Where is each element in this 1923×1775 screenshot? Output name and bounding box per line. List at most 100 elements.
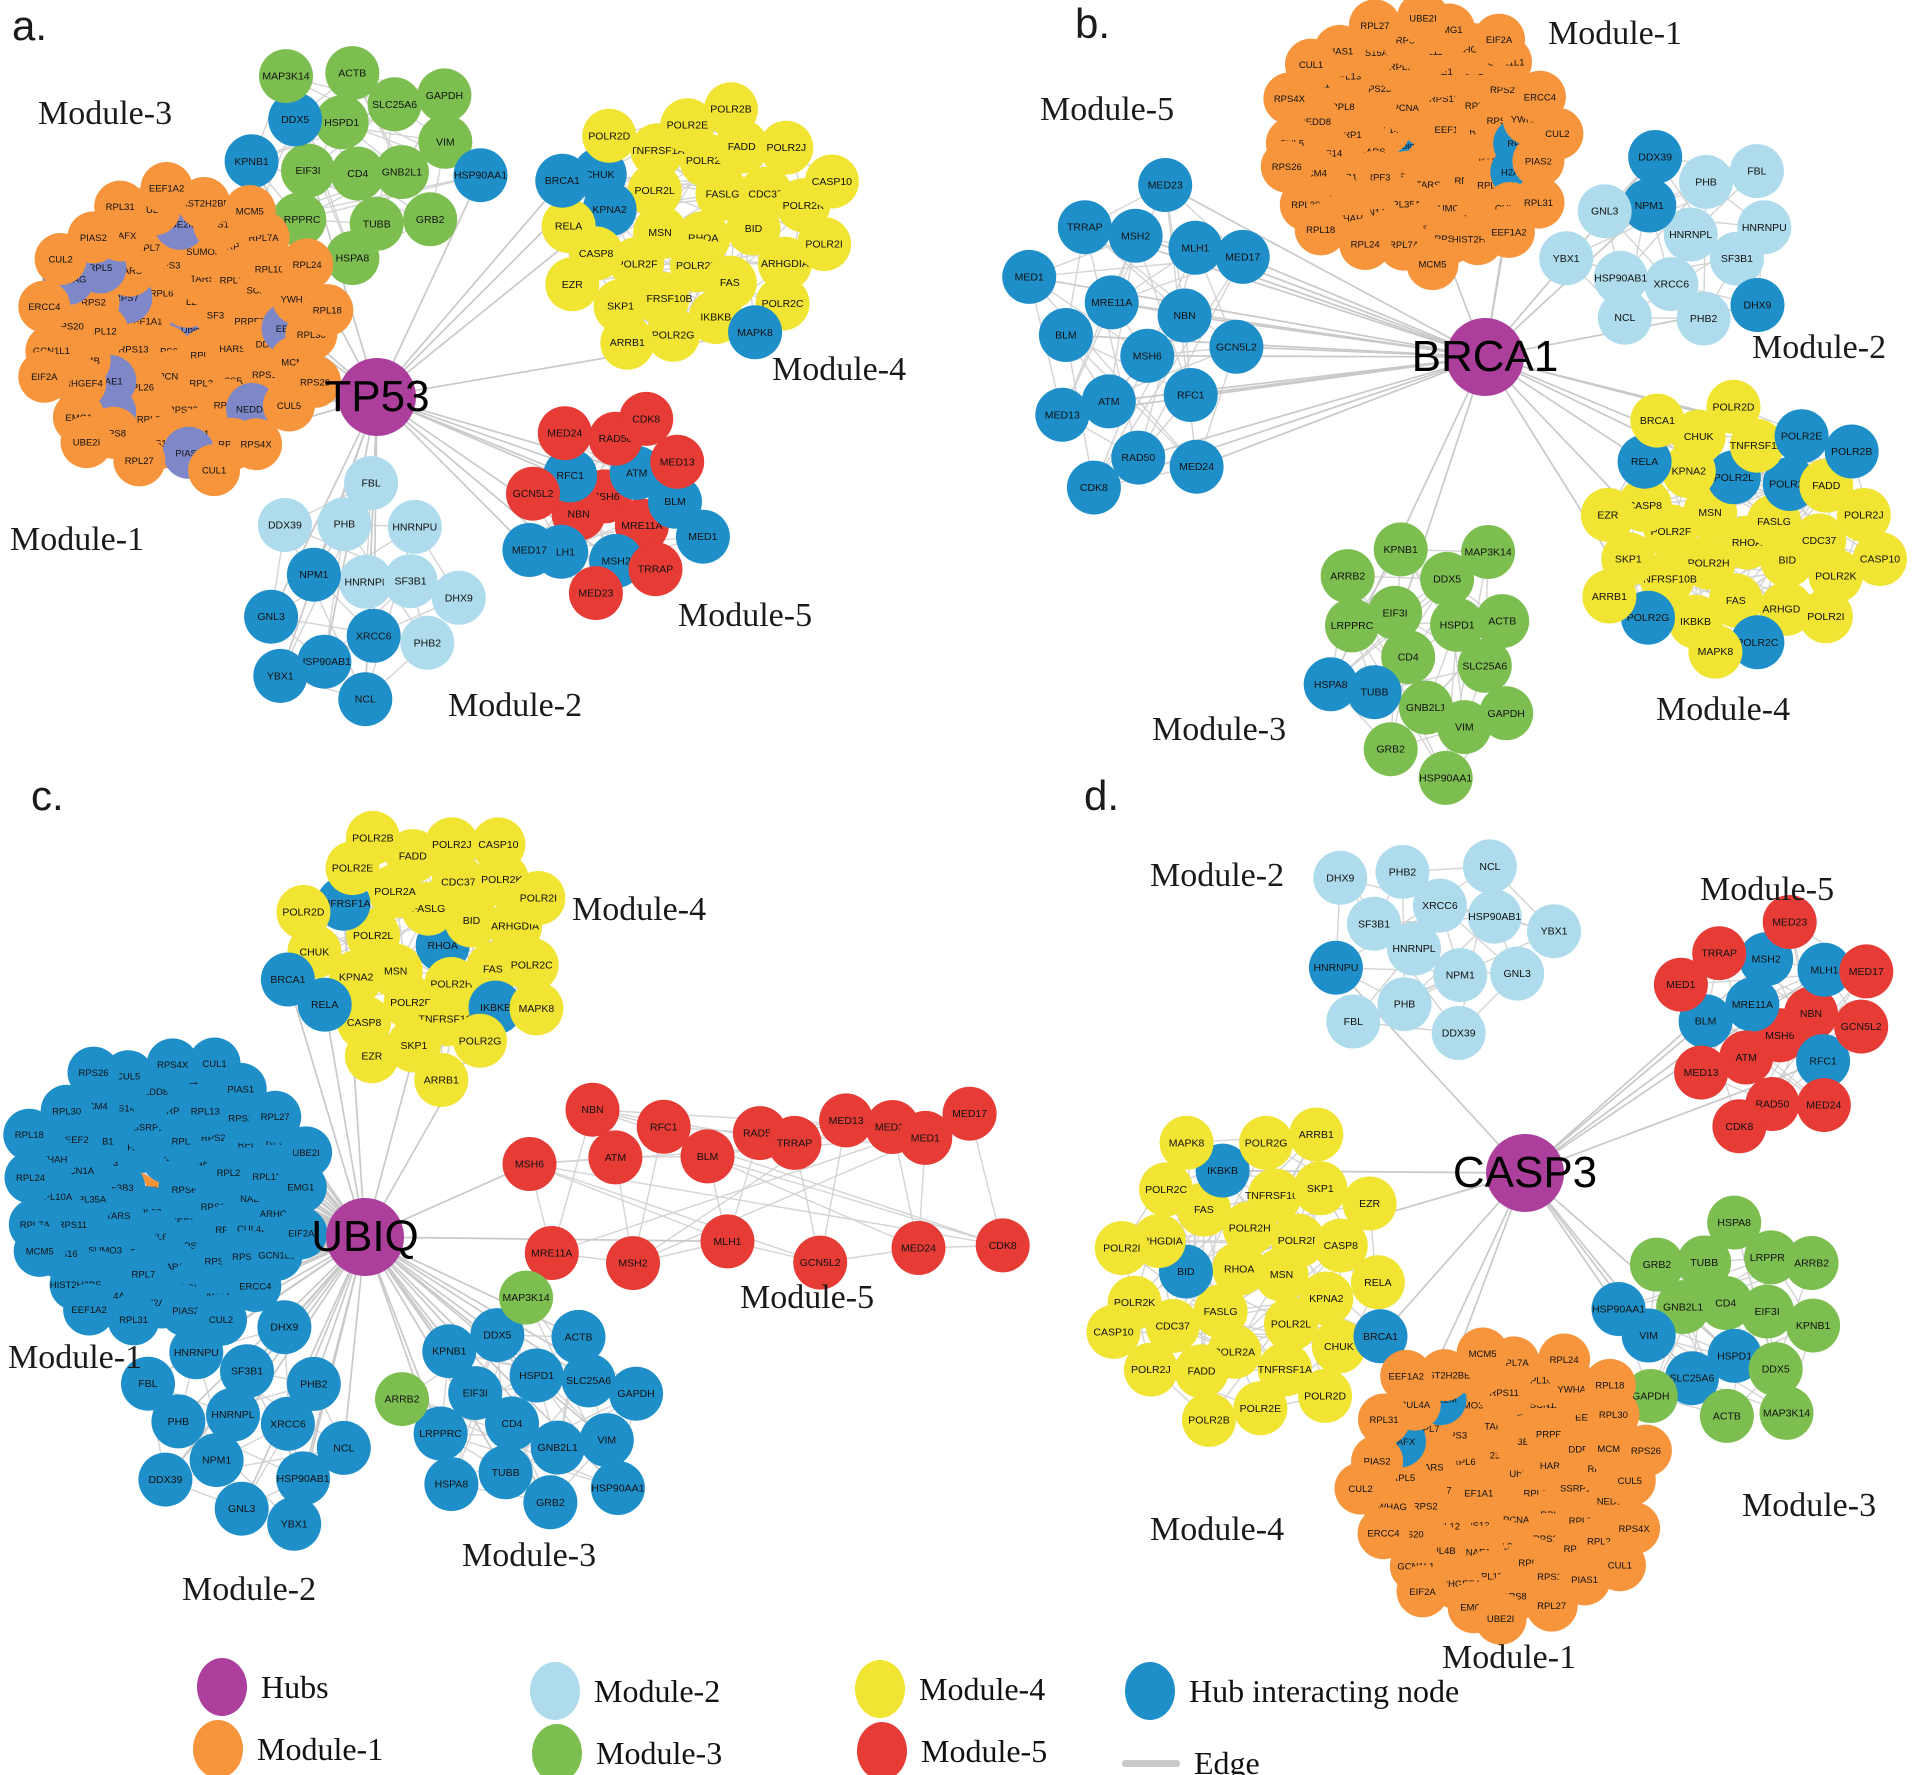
node-SF3B1[interactable]: SF3B1	[1347, 896, 1401, 951]
node-MED1[interactable]: MED1	[898, 1110, 953, 1165]
node-RPL24[interactable]: RPL24	[4, 1151, 57, 1204]
node-POLR2B[interactable]: POLR2B	[345, 810, 400, 865]
node-YBX1[interactable]: YBX1	[253, 648, 308, 703]
node-NCL[interactable]: NCL	[1597, 290, 1652, 345]
node-GNL3[interactable]: GNL3	[244, 589, 299, 644]
node-NBN[interactable]: NBN	[1157, 288, 1212, 343]
node-MSH6[interactable]: MSH6	[502, 1137, 557, 1191]
node-VIM[interactable]: VIM	[418, 114, 473, 169]
node-ERCC4[interactable]: ERCC4	[18, 280, 71, 333]
node-GNL3[interactable]: GNL3	[1577, 184, 1632, 239]
node-GRB2[interactable]: GRB2	[523, 1475, 578, 1530]
node-HNRNPU[interactable]: HNRNPU	[1737, 200, 1792, 255]
node-PHB[interactable]: PHB	[1377, 977, 1432, 1032]
node-MCM5[interactable]: MCM5	[13, 1224, 66, 1277]
node-CDK8[interactable]: CDK8	[975, 1218, 1030, 1273]
node-MED17[interactable]: MED17	[942, 1086, 997, 1141]
node-MLH1[interactable]: MLH1	[1168, 220, 1223, 275]
node-EIF2A[interactable]: EIF2A	[18, 350, 71, 403]
node-HNRNPL[interactable]: HNRNPL	[1663, 207, 1718, 262]
node-LRPPRC[interactable]: LRPPRC	[413, 1406, 468, 1461]
node-NPM1[interactable]: NPM1	[1622, 178, 1677, 233]
node-MLH1[interactable]: MLH1	[1797, 942, 1852, 997]
node-EIF3I[interactable]: EIF3I	[281, 143, 335, 198]
node-ARRB2[interactable]: ARRB2	[1320, 549, 1375, 604]
node-ERCC4[interactable]: ERCC4	[229, 1260, 282, 1312]
node-BRCA1[interactable]: BRCA1	[535, 153, 590, 208]
node-TUBB[interactable]: TUBB	[1677, 1235, 1732, 1290]
node-MED23[interactable]: MED23	[1138, 158, 1193, 212]
node-TNFRSF10B[interactable]: TNFRSF10B	[1245, 1168, 1305, 1223]
node-GAPDH[interactable]: GAPDH	[417, 68, 472, 123]
node-CD4[interactable]: CD4	[330, 146, 385, 201]
node-YBX1[interactable]: YBX1	[1539, 231, 1594, 286]
node-POLR2I[interactable]: POLR2I	[1094, 1221, 1149, 1276]
node-MED24[interactable]: MED24	[1796, 1078, 1851, 1133]
node-MAP3K14[interactable]: MAP3K14	[1461, 525, 1516, 579]
node-MAP3K14[interactable]: MAP3K14	[259, 49, 313, 104]
node-GNB2L1[interactable]: GNB2L1	[374, 145, 429, 200]
node-POLR2F[interactable]: POLR2F	[383, 975, 438, 1030]
node-POLR2E[interactable]: POLR2E	[1233, 1381, 1288, 1436]
node-PHB2[interactable]: PHB2	[1676, 291, 1731, 346]
node-MAP3K14[interactable]: MAP3K14	[499, 1270, 554, 1325]
node-EZR[interactable]: EZR	[545, 257, 600, 312]
node-RHOA[interactable]: RHOA	[1212, 1241, 1267, 1296]
node-HNRNPL[interactable]: HNRNPL	[339, 554, 394, 609]
node-EIF2A[interactable]: EIF2A	[275, 1207, 328, 1260]
node-DDX5[interactable]: DDX5	[470, 1308, 525, 1363]
node-POLR2L[interactable]: POLR2L	[627, 163, 682, 218]
node-POLR2G[interactable]: POLR2G	[453, 1013, 508, 1068]
node-MED17[interactable]: MED17	[1215, 229, 1270, 284]
node-FADD[interactable]: FADD	[1174, 1344, 1229, 1399]
node-RPS4X[interactable]: RPS4X	[230, 418, 283, 471]
node-ATM[interactable]: ATM	[1081, 374, 1136, 429]
node-NPM1[interactable]: NPM1	[286, 547, 341, 602]
node-XRCC6[interactable]: XRCC6	[1644, 257, 1699, 312]
node-ARRB2[interactable]: ARRB2	[1784, 1236, 1839, 1290]
node-DHX9[interactable]: DHX9	[1313, 850, 1368, 905]
node-DDX39[interactable]: DDX39	[1431, 1006, 1486, 1060]
node-EIF2A[interactable]: EIF2A	[1396, 1565, 1449, 1618]
node-CASP10[interactable]: CASP10	[471, 817, 526, 872]
node-GRB2[interactable]: GRB2	[1363, 722, 1418, 777]
node-CUL2[interactable]: CUL2	[1531, 107, 1584, 160]
node-RFC1[interactable]: RFC1	[1163, 368, 1218, 422]
node-HNRNPU[interactable]: HNRNPU	[169, 1325, 224, 1380]
node-RELA[interactable]: RELA	[1617, 434, 1672, 489]
node-HSPA8[interactable]: HSPA8	[1303, 657, 1358, 712]
node-SLC25A6[interactable]: SLC25A6	[1457, 638, 1512, 693]
node-POLR2H[interactable]: POLR2H	[1681, 535, 1736, 590]
node-GRB2[interactable]: GRB2	[403, 192, 458, 247]
node-ACTB[interactable]: ACTB	[325, 46, 380, 101]
node-SLC25A6[interactable]: SLC25A6	[1664, 1351, 1719, 1406]
node-CD4[interactable]: CD4	[485, 1396, 539, 1451]
node-RPL24[interactable]: RPL24	[281, 238, 334, 291]
node-CASP10[interactable]: CASP10	[804, 154, 859, 209]
node-HSPD1[interactable]: HSPD1	[509, 1348, 564, 1403]
node-RPL18[interactable]: RPL18	[1583, 1358, 1636, 1411]
node-DHX9[interactable]: DHX9	[1730, 278, 1785, 332]
node-RPL30[interactable]: RPL30	[40, 1084, 93, 1137]
node-MED13[interactable]: MED13	[650, 434, 705, 489]
node-MED17[interactable]: MED17	[1839, 944, 1894, 999]
node-CUL1[interactable]: CUL1	[1285, 38, 1337, 91]
node-TRRAP[interactable]: TRRAP	[628, 542, 683, 597]
node-GAPDH[interactable]: GAPDH	[609, 1366, 664, 1421]
node-RPL24[interactable]: RPL24	[1538, 1333, 1591, 1386]
node-POLR2J[interactable]: POLR2J	[1123, 1342, 1178, 1397]
node-NCL[interactable]: NCL	[316, 1420, 371, 1475]
node-POLR2G[interactable]: POLR2G	[1239, 1115, 1294, 1170]
node-GCN5L2[interactable]: GCN5L2	[1209, 319, 1264, 374]
node-KPNB1[interactable]: KPNB1	[422, 1324, 477, 1379]
node-HSP90AA1[interactable]: HSP90AA1	[590, 1461, 645, 1515]
node-POLR2C[interactable]: POLR2C	[1730, 615, 1785, 670]
node-RPS26[interactable]: RPS26	[1260, 140, 1313, 193]
node-NBN[interactable]: NBN	[1784, 986, 1838, 1041]
node-RPS26[interactable]: RPS26	[1619, 1424, 1672, 1477]
node-HSPA8[interactable]: HSPA8	[325, 231, 380, 285]
node-HNRNPU[interactable]: HNRNPU	[387, 499, 442, 554]
node-PHB2[interactable]: PHB2	[286, 1356, 341, 1411]
node-BRCA1[interactable]: BRCA1	[1630, 393, 1685, 448]
node-CD4[interactable]: CD4	[1381, 630, 1436, 685]
